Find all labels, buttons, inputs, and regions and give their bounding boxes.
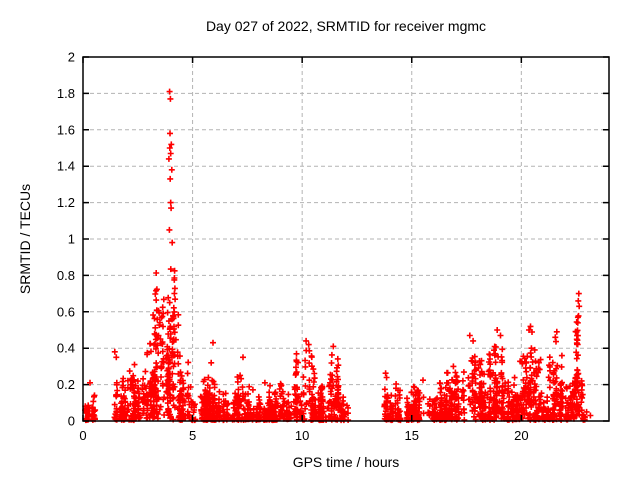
svg-text:1.8: 1.8 [57,86,75,101]
svg-text:0.2: 0.2 [57,377,75,392]
svg-text:10: 10 [295,428,309,443]
svg-text:5: 5 [189,428,196,443]
data-points [82,266,588,424]
svg-text:1.6: 1.6 [57,122,75,137]
svg-text:0.6: 0.6 [57,304,75,319]
svg-text:20: 20 [514,428,528,443]
plot-border [82,56,610,422]
svg-text:2: 2 [68,50,75,65]
svg-text:15: 15 [405,428,419,443]
svg-text:1.2: 1.2 [57,195,75,210]
x-tick-labels: 0 5 10 15 20 [79,428,528,443]
svg-text:0: 0 [68,414,75,429]
notable-data-points [87,88,594,419]
svg-text:0.8: 0.8 [57,268,75,283]
svg-text:1.4: 1.4 [57,159,75,174]
svg-text:0: 0 [79,428,86,443]
grid [83,57,609,421]
svg-text:0.4: 0.4 [57,341,75,356]
x-axis-label: GPS time / hours [292,454,400,470]
svg-text:1: 1 [68,232,75,247]
chart-title: Day 027 of 2022, SRMTID for receiver mgm… [205,18,487,34]
y-tick-labels: 0 0.2 0.4 0.6 0.8 1 1.2 1.4 1.6 1.8 2 [57,50,75,429]
